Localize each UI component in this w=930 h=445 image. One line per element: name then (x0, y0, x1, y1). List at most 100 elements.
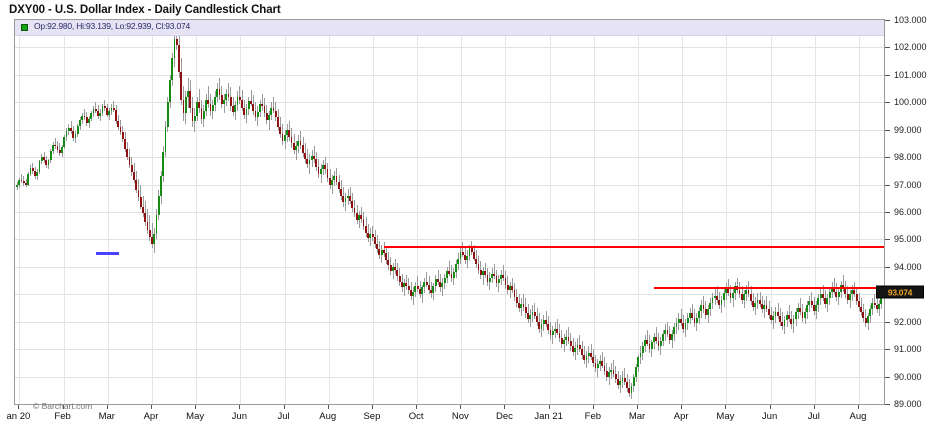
candle-body-down (182, 99, 185, 114)
candle-body-up (700, 305, 703, 311)
candle-body-up (848, 294, 851, 300)
gridline-vertical (63, 20, 65, 404)
candle-body-up (763, 305, 766, 310)
candle-body-down (767, 309, 770, 315)
candle-body-up (599, 361, 601, 365)
candle-body-down (394, 266, 396, 270)
candle-body-up (509, 286, 511, 291)
x-axis-tick (460, 405, 462, 409)
candle-wick (523, 294, 525, 311)
candle-body-down (770, 314, 772, 321)
candle-body-up (308, 159, 311, 164)
candle-body-down (846, 294, 849, 300)
candle-wick (556, 318, 558, 336)
candle-body-down (875, 305, 878, 310)
x-axis-tick (371, 405, 373, 409)
candle-body-up (610, 369, 613, 373)
candle-body-up (283, 135, 286, 141)
gridline-vertical (284, 20, 286, 404)
x-axis-label: Apr (673, 411, 689, 422)
annotation-layer (15, 20, 884, 404)
x-axis-tick (62, 405, 64, 409)
candle-wick (462, 242, 464, 258)
candle-wick (568, 327, 570, 344)
x-axis-label: Feb (584, 411, 602, 422)
candle-body-down (560, 338, 563, 344)
gridline-vertical (372, 20, 374, 404)
candle-body-up (434, 279, 437, 287)
candle-body-up (412, 291, 415, 296)
candle-wick (104, 99, 106, 111)
candle-body-down (425, 281, 428, 285)
candle-body-up (466, 255, 469, 260)
candle-wick (320, 164, 322, 184)
chart-plot-area[interactable]: Op:92.980, Hi:93.139, Lo:92.939, Cl:93.0… (14, 19, 885, 411)
candle-wick (383, 242, 385, 258)
candle-body-down (218, 88, 221, 96)
candle-body-up (641, 346, 644, 354)
candle-body-up (225, 94, 228, 100)
candle-body-down (612, 369, 615, 374)
candle-body-down (385, 253, 387, 260)
candle-body-down (842, 284, 845, 289)
y-axis-label: 99.000 (894, 124, 922, 135)
candle-wick (372, 225, 374, 241)
candle-body-down (682, 323, 685, 329)
y-axis-label: 94.000 (894, 261, 922, 272)
candle-body-down (94, 109, 97, 112)
candle-body-up (817, 298, 820, 306)
candle-body-up (108, 110, 111, 115)
candle-body-down (229, 96, 232, 107)
candle-body-down (590, 353, 592, 358)
candle-body-down (666, 329, 669, 335)
y-axis-tick (885, 47, 890, 49)
x-axis-tick (725, 405, 727, 409)
y-axis: 103.000 102.000 101.000 100.000 99.000 98.000… (876, 15, 930, 409)
candle-body-up (630, 386, 633, 393)
candle-body-down (360, 214, 363, 219)
gridline-horizontal (15, 294, 884, 296)
candle-body-down (518, 302, 520, 308)
candle-body-down (115, 109, 117, 122)
candle-body-up (61, 146, 63, 154)
candle-body-down (853, 290, 856, 295)
candle-wick (25, 178, 27, 188)
page-title: DXY00 - U.S. Dollar Index - Daily Candle… (9, 4, 281, 16)
candle-body-down (146, 221, 149, 230)
candle-body-down (558, 332, 561, 339)
candle-wick (228, 83, 230, 101)
candle-body-up (270, 107, 273, 115)
candle-body-down (277, 117, 279, 127)
candle-body-down (43, 157, 45, 160)
ohlc-legend-text: Op:92.980, Hi:93.139, Lo:92.939, Cl:93.0… (34, 21, 191, 31)
candle-body-down (524, 306, 527, 314)
candle-body-down (326, 169, 329, 178)
candle-body-down (581, 349, 583, 355)
candle-body-down (493, 273, 496, 277)
y-axis-label: 97.000 (894, 179, 922, 190)
y-axis-label: 92.000 (894, 316, 922, 327)
candle-wick (300, 131, 302, 149)
candle-wick (511, 277, 513, 293)
x-axis-label: Jul (807, 411, 820, 422)
candle-body-up (155, 214, 158, 234)
y-axis-tick (885, 102, 890, 104)
candle-body-up (689, 313, 691, 318)
candle-body-down (470, 247, 473, 252)
candle-wick (545, 310, 547, 328)
candle-body-up (554, 328, 556, 332)
candle-body-up (47, 160, 50, 166)
candle-body-down (522, 303, 525, 307)
candle-wick (21, 173, 23, 184)
candle-body-down (549, 329, 552, 336)
candle-wick (140, 184, 142, 210)
candle-body-up (785, 314, 788, 321)
candle-body-down (398, 276, 401, 282)
candle-body-up (358, 214, 360, 221)
candle-body-up (745, 290, 748, 295)
candle-body-up (403, 283, 406, 288)
candle-body-up (806, 305, 808, 313)
candle-body-up (169, 80, 171, 103)
y-axis-tick (885, 266, 890, 268)
candle-body-down (299, 140, 302, 145)
